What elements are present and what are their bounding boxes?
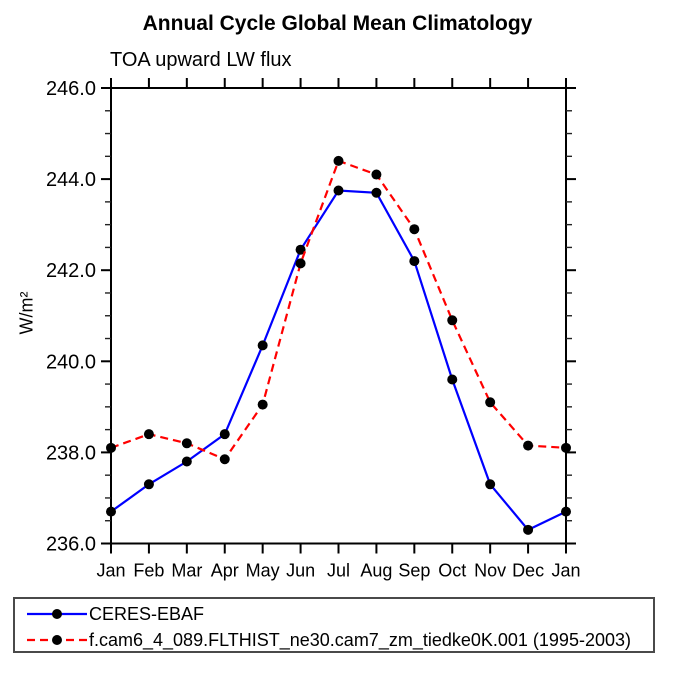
x-tick-label: Jul bbox=[327, 561, 350, 581]
x-tick-label: Mar bbox=[171, 561, 202, 581]
data-point bbox=[219, 454, 230, 465]
data-point bbox=[371, 169, 382, 180]
x-tick-label: Nov bbox=[474, 561, 506, 581]
x-tick-label: May bbox=[246, 561, 280, 581]
data-point bbox=[447, 374, 458, 385]
legend-sample-marker bbox=[52, 635, 62, 645]
chart-title: Annual Cycle Global Mean Climatology bbox=[142, 12, 533, 35]
data-point bbox=[409, 256, 420, 267]
data-point bbox=[295, 258, 306, 269]
y-tick-label: 246.0 bbox=[46, 78, 96, 100]
data-point bbox=[333, 155, 344, 166]
data-point bbox=[371, 187, 382, 198]
y-tick-label: 238.0 bbox=[46, 442, 96, 464]
x-tick-label: Dec bbox=[512, 561, 544, 581]
x-tick-label: Sep bbox=[398, 561, 430, 581]
data-point bbox=[219, 429, 230, 440]
data-point bbox=[257, 399, 268, 410]
data-point bbox=[523, 524, 534, 535]
legend: CERES-EBAF f.cam6_4_089.FLTHIST_ne30.cam… bbox=[13, 597, 655, 653]
legend-dashed-line-icon bbox=[27, 635, 87, 645]
legend-label-model: f.cam6_4_089.FLTHIST_ne30.cam7_zm_tiedke… bbox=[89, 629, 631, 650]
data-point bbox=[181, 438, 192, 449]
data-point bbox=[561, 442, 571, 453]
data-point bbox=[295, 244, 306, 255]
x-tick-label: Apr bbox=[211, 561, 239, 581]
data-point bbox=[409, 224, 420, 235]
y-tick-label: 240.0 bbox=[46, 351, 96, 373]
y-tick-label: 244.0 bbox=[46, 169, 96, 191]
chart-subtitle: TOA upward LW flux bbox=[110, 49, 292, 71]
x-tick-label: Aug bbox=[360, 561, 392, 581]
legend-sample-marker bbox=[52, 609, 62, 619]
series-line-1 bbox=[110, 159, 567, 461]
data-point bbox=[485, 479, 496, 490]
data-point bbox=[447, 315, 458, 326]
data-point bbox=[485, 397, 496, 408]
y-tick-label: 236.0 bbox=[46, 534, 96, 556]
data-point bbox=[106, 442, 116, 453]
data-point bbox=[561, 506, 571, 517]
legend-solid-line-icon bbox=[27, 609, 87, 619]
legend-item-model: f.cam6_4_089.FLTHIST_ne30.cam7_zm_tiedke… bbox=[25, 627, 631, 653]
y-tick-label: 242.0 bbox=[46, 260, 96, 282]
series-line-0 bbox=[110, 189, 567, 532]
x-tick-label: Jan bbox=[551, 561, 580, 581]
legend-label-ceres: CERES-EBAF bbox=[89, 603, 205, 624]
x-tick-label: Oct bbox=[438, 561, 466, 581]
x-tick-label: Jan bbox=[96, 561, 125, 581]
data-point bbox=[143, 479, 154, 490]
data-point bbox=[523, 440, 534, 451]
data-point bbox=[181, 456, 192, 467]
x-tick-label: Feb bbox=[133, 561, 164, 581]
data-point bbox=[333, 185, 344, 196]
data-point bbox=[106, 506, 116, 517]
data-point bbox=[143, 429, 154, 440]
legend-item-ceres: CERES-EBAF bbox=[25, 601, 204, 627]
x-tick-label: Jun bbox=[286, 561, 315, 581]
data-point bbox=[257, 340, 268, 351]
